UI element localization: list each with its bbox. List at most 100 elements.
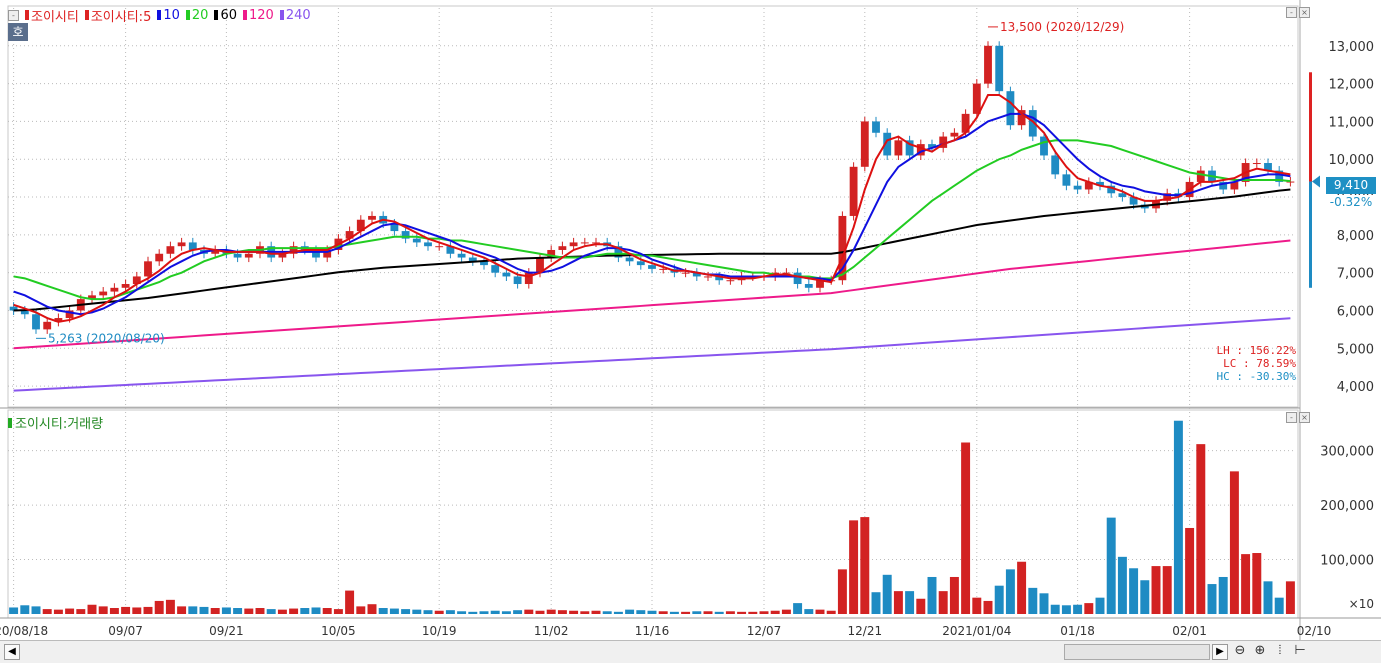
volume-bar	[154, 600, 164, 614]
volume-bar	[1151, 566, 1161, 614]
candle-body	[1028, 110, 1037, 137]
candle-body	[726, 280, 735, 282]
panel-menu-icon[interactable]: -	[8, 9, 19, 21]
price-panel-buttons[interactable]: - ×	[1286, 7, 1310, 18]
candle-body	[244, 253, 253, 258]
candle-body	[312, 249, 320, 258]
volume-bar	[389, 608, 399, 614]
ma120-line	[13, 239, 1291, 350]
legend-ma20: 20	[185, 8, 208, 23]
volume-bar	[557, 610, 567, 614]
volume-bar	[177, 606, 187, 614]
ma20-line	[13, 139, 1291, 301]
volume-bar	[1017, 561, 1027, 614]
minimize-icon[interactable]: -	[1286, 412, 1297, 423]
candle-body	[1096, 181, 1104, 186]
price-tick-label: 7,000	[1337, 267, 1374, 282]
legend-ma5: 조이시티:5	[84, 6, 151, 25]
candle-body	[883, 132, 892, 156]
volume-bar	[1117, 556, 1127, 614]
zoom-in-icon[interactable]: ⊕	[1254, 643, 1266, 658]
minimize-icon[interactable]: -	[1286, 7, 1297, 18]
candle-body	[1196, 170, 1205, 182]
volume-bar	[1252, 553, 1262, 614]
volume-tick-label: 200,000	[1320, 499, 1374, 514]
range-slider-icon[interactable]: ⊢	[1294, 643, 1306, 658]
volume-bar	[658, 611, 668, 614]
candle-body	[715, 276, 724, 281]
volume-bar	[266, 609, 276, 614]
volume-bar	[737, 611, 747, 614]
density-icon[interactable]: ⦙	[1278, 643, 1282, 658]
volume-bar	[53, 609, 63, 614]
candle-body	[592, 242, 600, 244]
stat-lh: LH : 156.22%	[1216, 344, 1296, 357]
scroll-thumb[interactable]	[1064, 644, 1210, 660]
volume-bar	[65, 608, 75, 614]
volume-bar	[849, 520, 859, 614]
volume-bar	[714, 611, 724, 614]
close-icon[interactable]: ×	[1299, 7, 1310, 18]
close-icon[interactable]: ×	[1299, 412, 1310, 423]
candle-body	[1107, 185, 1116, 194]
range-stats: LH : 156.22% LC : 78.59% HC : -30.30%	[1204, 344, 1296, 383]
candle-body	[43, 321, 52, 330]
time-tick-label: 12/21	[848, 624, 883, 638]
time-tick-label: 11/16	[635, 624, 670, 638]
price-tick-label: 12,000	[1329, 78, 1375, 93]
volume-bar	[613, 611, 623, 614]
volume-bar	[602, 611, 612, 614]
scroll-right-icon[interactable]: ▶	[1212, 644, 1228, 660]
candle-body	[1040, 136, 1048, 156]
volume-bar	[1263, 581, 1273, 614]
volume-bar	[636, 610, 646, 614]
volume-bar	[1229, 471, 1239, 614]
volume-unit-label: ×10	[1349, 597, 1374, 611]
volume-bar	[826, 610, 836, 614]
candle-body	[636, 261, 645, 266]
volume-bar	[681, 611, 691, 614]
volume-bar	[345, 590, 355, 614]
candle-body	[233, 253, 242, 258]
candle-body	[502, 272, 511, 277]
candle-body	[950, 132, 959, 137]
candle-body	[569, 242, 578, 247]
volume-bar	[1061, 605, 1071, 614]
volume-bar	[244, 608, 254, 614]
time-tick-label: 2021/01/04	[942, 624, 1011, 638]
time-tick-label: 02/10	[1297, 624, 1332, 638]
candle-body	[345, 231, 354, 239]
candle-body	[580, 242, 589, 244]
candle-body	[424, 242, 432, 247]
volume-tick-label: 100,000	[1320, 554, 1374, 569]
volume-bar	[860, 517, 870, 614]
volume-bar	[725, 611, 735, 614]
candle-body	[905, 140, 914, 156]
candle-body	[401, 231, 410, 239]
candle-body	[110, 287, 119, 292]
volume-bar	[793, 603, 803, 614]
range-bar-down	[1309, 181, 1312, 288]
scroll-left-icon[interactable]: ◀	[4, 644, 20, 660]
zoom-out-icon[interactable]: ⊖	[1234, 643, 1246, 658]
low-annotation: 5,263 (2020/08/20)	[48, 331, 165, 345]
quote-type-badge[interactable]: 호	[8, 23, 28, 41]
candle-body	[20, 310, 29, 315]
volume-bar	[98, 606, 108, 614]
volume-bar	[31, 606, 41, 614]
volume-bar	[199, 606, 209, 614]
volume-bar	[401, 609, 411, 614]
candle-body	[972, 83, 981, 114]
candle-body	[457, 253, 466, 258]
candle-body	[88, 295, 96, 300]
volume-bar	[109, 608, 119, 614]
volume-panel-buttons[interactable]: - ×	[1286, 412, 1310, 423]
ma5-line	[13, 93, 1291, 323]
horizontal-scrollbar[interactable]: ◀ ▶ ⊖ ⊕ ⦙ ⊢	[0, 640, 1381, 663]
price-tick-label: 11,000	[1329, 115, 1375, 130]
volume-bar	[1285, 581, 1295, 614]
volume-tick-label: 300,000	[1320, 445, 1374, 460]
price-tick-label: 13,000	[1329, 40, 1375, 55]
volume-bar	[188, 606, 198, 614]
candle-body	[816, 280, 824, 288]
